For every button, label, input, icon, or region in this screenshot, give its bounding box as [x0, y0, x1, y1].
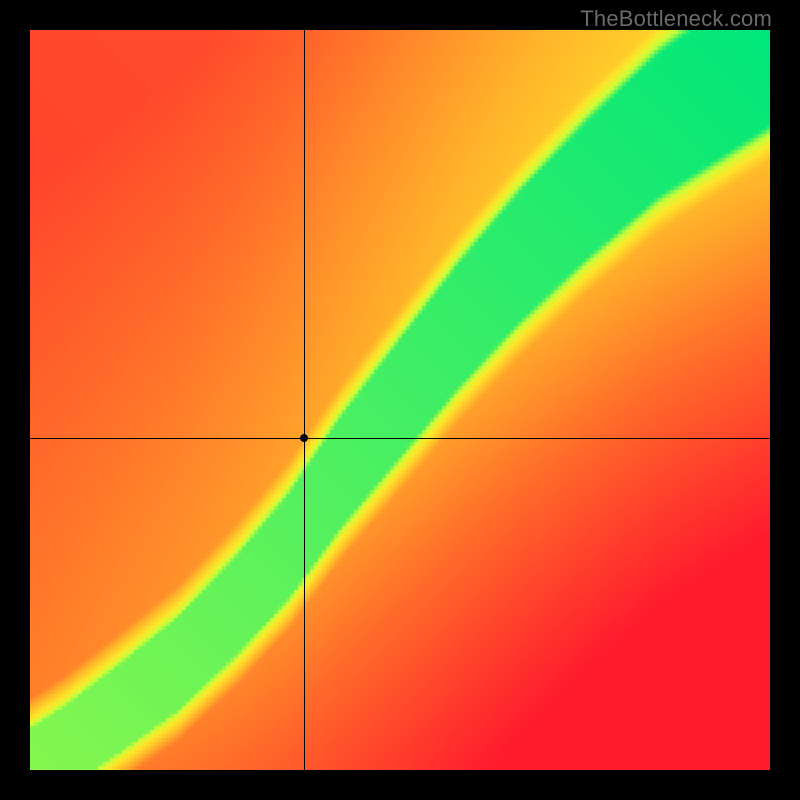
crosshair-vertical	[304, 30, 305, 770]
watermark-text: TheBottleneck.com	[580, 6, 772, 32]
heatmap-plot	[30, 30, 770, 770]
heatmap-canvas	[30, 30, 770, 770]
crosshair-marker	[300, 434, 308, 442]
crosshair-horizontal	[30, 438, 770, 439]
